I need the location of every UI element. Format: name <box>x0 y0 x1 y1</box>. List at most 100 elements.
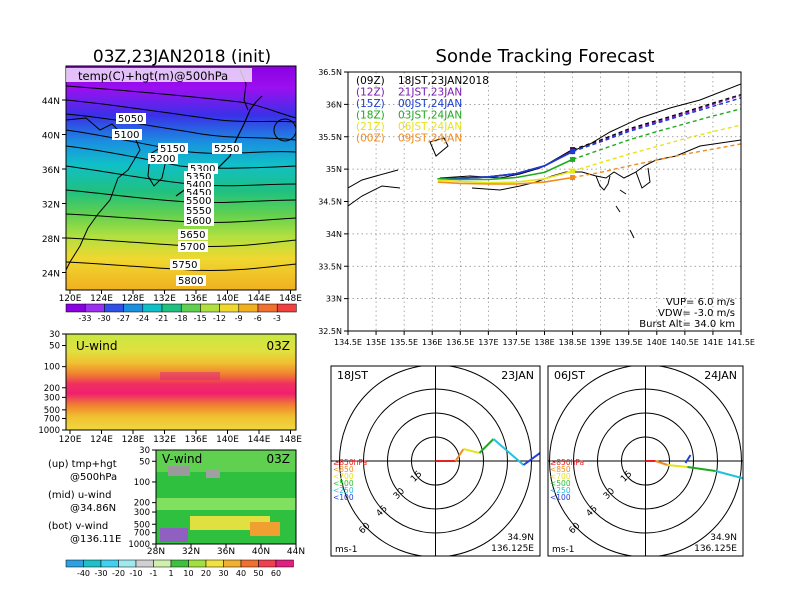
lon-tick-label: 144E <box>248 435 271 445</box>
uwind-jet-streak <box>160 372 220 380</box>
contour-label: 5800 <box>178 276 203 287</box>
p-tick-label: 700 <box>44 414 60 424</box>
contour-label: 5750 <box>172 260 197 271</box>
p-tick-label: 500 <box>134 520 150 530</box>
panel-legend-line: (mid) u-wind <box>48 490 111 501</box>
lat-tick-label: 35.5N <box>318 133 342 142</box>
temp-colorbar: -33 -30 -27 -24 -21 -18 -15 -12 -9 -6 -3 <box>65 303 297 323</box>
sado-island <box>429 137 449 157</box>
contour-label-bg <box>116 113 146 124</box>
contour-label-bg <box>188 163 218 174</box>
panel-legend-line: @136.11E <box>70 534 121 545</box>
lon-tick-label: 144E <box>248 294 271 304</box>
burst-point <box>570 149 576 155</box>
lon-tick-label: 120E <box>59 294 82 304</box>
lon-tick-label: 137E <box>478 338 498 347</box>
colorbar-swatch <box>118 559 137 568</box>
colorbar-swatch <box>200 303 220 313</box>
colorbar-label: 1 <box>168 569 173 578</box>
panel-legend-line: (up) tmp+hgt <box>48 459 117 470</box>
contour-label: 5050 <box>118 114 143 125</box>
lon-tick-label: 140E <box>647 338 667 347</box>
colorbar-swatch <box>258 559 277 568</box>
contour-label: 5700 <box>180 242 205 253</box>
uwind-label: U-wind <box>76 339 117 353</box>
vwind-low-purple <box>160 528 188 542</box>
hodograph-segment <box>522 451 540 466</box>
track-series <box>437 143 741 185</box>
polar-level-label: <500 <box>550 479 571 488</box>
colorbar-label: -6 <box>254 314 262 323</box>
p-tick-label: 100 <box>44 363 60 373</box>
vwind-upper-band <box>156 450 296 472</box>
track-param: Burst Alt= 34.0 km <box>639 319 735 330</box>
vwind-time: 03Z <box>267 452 291 466</box>
burst-point <box>570 175 576 181</box>
polar-level-label: <100 <box>333 493 354 502</box>
burst-point <box>570 168 576 174</box>
panel-legend: (up) tmp+hgt @500hPa (mid) u-wind @34.86N (b… <box>48 459 121 545</box>
lon-tick-label: 136E <box>185 294 208 304</box>
polar-unit-label: ms-1 <box>335 545 357 555</box>
track-param: VUP= 6.0 m/s <box>666 297 735 308</box>
lat-tick-label: 44N <box>42 97 60 107</box>
p-tick-label: 50 <box>49 342 60 352</box>
track-legend: (09Z) 18JST,23JAN2018 (12Z) 21JST,23JAN (15Z… <box>356 75 489 145</box>
vwind-panel: V-wind 03Z <box>155 449 297 545</box>
vwind-lat-ticks: 28N 32N 36N 40N 44N <box>147 544 305 557</box>
colorbar-swatch <box>135 559 154 568</box>
shikoku-coast <box>348 185 401 207</box>
lat-tick-label: 35N <box>326 165 342 174</box>
lat-tick-label: 44N <box>287 547 305 557</box>
polar-level-label: <700 <box>550 472 571 481</box>
lon-tick-label: 138.5E <box>559 338 587 347</box>
polar-level-label: ≥850hPa <box>333 458 367 467</box>
left-title: 03Z,23JAN2018 (init) <box>93 47 271 67</box>
track-line-descent <box>572 108 741 161</box>
polar-date-label: 24JAN <box>704 369 737 382</box>
p-tick-label: 100 <box>134 478 150 488</box>
colorbar-swatch <box>142 303 163 313</box>
colorbar-swatch <box>238 303 259 313</box>
lat-tick-label: 34N <box>326 230 342 239</box>
track-lat-ticks: 36.5N 36N 35.5N 35N 34.5N 34N 33.5N 33N 32.5N <box>318 68 348 336</box>
colorbar-label: -21 <box>155 314 168 323</box>
contour-label-bg <box>176 275 206 286</box>
lon-tick-label: 138E <box>534 338 554 347</box>
legend-tag: (18Z) <box>356 110 385 122</box>
track-param: VDW= -3.0 m/s <box>658 308 735 319</box>
polar-panel-2: 06JST 24JAN15304560≥850hPa<850<700<500<25… <box>547 365 744 557</box>
panel-legend-line: @34.86N <box>70 503 116 514</box>
p-tick-label: 700 <box>134 529 150 539</box>
hodograph-segment <box>667 464 688 468</box>
colorbar-label: -12 <box>213 314 226 323</box>
izu-peninsula <box>595 175 611 191</box>
contour-label-bg <box>148 153 178 164</box>
colorbar-swatch <box>65 559 84 568</box>
legend-text: 06JST,24JAN <box>398 121 462 133</box>
polar-lon-label: 136.125E <box>694 544 737 554</box>
hodograph-segment <box>655 460 668 466</box>
colorbar-label: -30 <box>98 314 111 323</box>
legend-tag: (12Z) <box>356 87 385 99</box>
colorbar-swatch <box>84 303 105 313</box>
p-tick-label: 1000 <box>128 540 150 550</box>
contour-label: 5200 <box>150 154 175 165</box>
lon-tick-label: 141.5E <box>727 338 755 347</box>
polar-level-label: <850 <box>550 465 571 474</box>
colorbar-swatch <box>205 559 224 568</box>
p-tick-label: 300 <box>44 393 60 403</box>
polar-lat-label: 34.9N <box>710 533 737 543</box>
colorbar-label: -30 <box>94 569 107 578</box>
colorbar-swatch <box>188 559 207 568</box>
map-lat-ticks: 44N 40N 36N 32N 28N 24N <box>42 97 66 280</box>
right-title: Sonde Tracking Forecast <box>436 46 655 67</box>
vwind-grey-1 <box>168 466 190 476</box>
colorbar-label: 30 <box>218 569 228 578</box>
colorbar-swatch <box>161 303 182 313</box>
lon-tick-label: 136E <box>185 435 208 445</box>
legend-tag: (00Z) <box>356 133 385 145</box>
contour-label-bg <box>184 171 214 182</box>
colorbar-swatch <box>83 559 102 568</box>
lon-tick-label: 148E <box>279 435 302 445</box>
